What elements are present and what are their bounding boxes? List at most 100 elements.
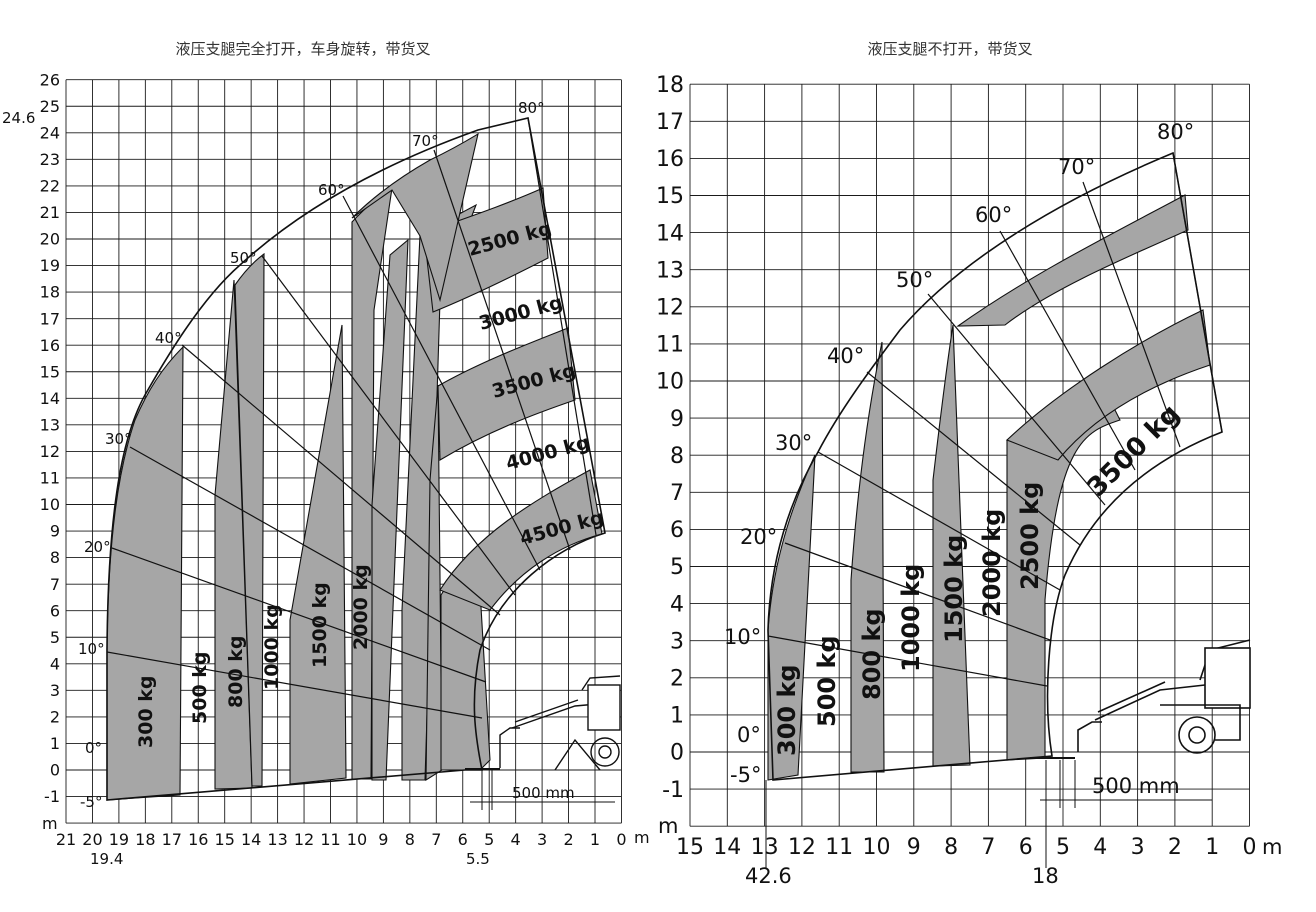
left-ray-10 (106, 651, 483, 719)
left-ray-50 (261, 255, 516, 596)
left-y-tick-label: 4 (50, 654, 60, 673)
left-y-tick-label: -1 (44, 787, 60, 806)
left-x-tick-label: 11 (320, 830, 340, 849)
left-y-tick-label: 2 (50, 708, 60, 727)
left-angle-30: 30° (105, 430, 132, 448)
right-zone-1500kg (932, 324, 971, 767)
left-ray-20 (111, 547, 487, 683)
left-y-tick-label: 11 (40, 469, 60, 488)
right-y-tick-label: 5 (670, 555, 684, 580)
right-angle-40: 40° (827, 344, 864, 368)
left-y-tick-label: 12 (40, 442, 60, 461)
right-angle-10: 10° (724, 625, 761, 649)
right-ray-50 (927, 293, 1106, 506)
right-min-reach: 18 (1032, 864, 1059, 888)
left-y-tick-label: 17 (40, 309, 60, 328)
left-x-tick-label: 17 (162, 830, 182, 849)
left-label-500kg: 500 kg (189, 651, 211, 724)
left-telehandler-icon (499, 675, 621, 771)
left-x-tick-label: 19 (109, 830, 129, 849)
left-y-tick-label: 26 (40, 70, 60, 89)
right-x-tick-label: 13 (751, 835, 779, 860)
left-x-tick-label: 9 (378, 830, 388, 849)
right-ray-40 (866, 371, 1081, 546)
left-y-tick-label: 23 (40, 150, 60, 169)
left-zone-1500kg (289, 324, 347, 785)
left-angle-40: 40° (155, 329, 182, 347)
right-label-2000kg: 2000 kg (978, 509, 1006, 617)
right-load-chart: 液压支腿不打开，带货叉 -101234567891011121314151617… (656, 40, 1282, 888)
left-angle-minus5: -5° (80, 793, 102, 811)
right-boom-rays (767, 152, 1223, 687)
left-angle-10: 10° (78, 640, 105, 658)
left-y-tick-label: 1 (50, 734, 60, 753)
left-label-2000kg: 2000 kg (350, 564, 372, 650)
left-y-tick-label: 18 (40, 283, 60, 302)
left-angle-50: 50° (230, 249, 257, 267)
right-label-1000kg: 1000 kg (897, 564, 925, 672)
right-y-tick-label: 0 (670, 741, 684, 766)
right-ray-70 (1082, 181, 1181, 448)
right-angle-30: 30° (775, 431, 812, 455)
right-label-300kg: 300 kg (773, 664, 801, 756)
right-y-tick-label: 1 (670, 704, 684, 729)
left-x-tick-label: 18 (135, 830, 155, 849)
left-y-tick-label: 9 (50, 522, 60, 541)
left-zone-a (425, 384, 443, 782)
left-y-tick-label: 15 (40, 362, 60, 381)
right-y-tick-label: 16 (656, 147, 684, 172)
left-angle-20: 20° (84, 538, 111, 556)
left-x-tick-label: 13 (267, 830, 287, 849)
left-label-4000kg: 4000 kg (504, 431, 593, 474)
left-y-tick-label: 5 (50, 628, 60, 647)
left-y-tick-label: 25 (40, 97, 60, 116)
left-y-tick-label: 16 (40, 336, 60, 355)
right-angle-60: 60° (975, 203, 1012, 227)
left-max-height: 24.6 (2, 109, 35, 127)
left-dimension: 500 mm (512, 784, 575, 802)
right-band-3500-top (1005, 309, 1211, 461)
left-y-tick-label: 7 (50, 575, 60, 594)
right-x-tick-label: 8 (944, 835, 958, 860)
right-label-500kg: 500 kg (813, 635, 841, 727)
right-y-unit: m (658, 814, 678, 838)
left-label-300kg: 300 kg (135, 675, 157, 748)
left-x-tick-label: 0 (616, 830, 626, 849)
left-band-3500 (437, 327, 576, 461)
left-x-tick-label: 10 (347, 830, 367, 849)
left-y-tick-label: 3 (50, 681, 60, 700)
left-y-tick-label: 10 (40, 495, 60, 514)
left-y-tick-label: 24 (40, 123, 60, 142)
right-shaded-zones (767, 194, 1211, 781)
left-y-tick-label: 14 (40, 389, 60, 408)
left-y-tick-label: 6 (50, 601, 60, 620)
left-y-tick-label: 20 (40, 230, 60, 249)
left-angle-80: 80° (518, 99, 545, 117)
right-y-tick-label: 9 (670, 407, 684, 432)
left-y-tick-label: 21 (40, 203, 60, 222)
left-ray-70 (433, 149, 571, 551)
left-x-tick-label: 3 (537, 830, 547, 849)
right-y-tick-label: 17 (656, 110, 684, 135)
right-x-tick-label: 5 (1056, 835, 1070, 860)
left-label-800kg: 800 kg (225, 635, 247, 708)
left-load-chart: 液压支腿完全打开，车身旋转，带货叉 -101234567891011121314… (2, 40, 650, 868)
right-y-tick-label: 7 (670, 481, 684, 506)
left-zone-1000kg (234, 252, 265, 787)
right-y-tick-label: 8 (670, 444, 684, 469)
left-x-tick-label: 12 (294, 830, 314, 849)
right-angle-0: 0° (737, 723, 761, 747)
left-angle-70: 70° (412, 132, 439, 150)
left-y-tick-label: 0 (50, 761, 60, 780)
right-angle-80: 80° (1157, 120, 1194, 144)
right-angle-50: 50° (896, 268, 933, 292)
right-x-tick-label: 6 (1019, 835, 1033, 860)
left-ray-40 (181, 344, 501, 616)
right-y-tick-label: 11 (656, 333, 684, 358)
right-dimension: 500 mm (1092, 774, 1180, 798)
right-angle-70: 70° (1058, 155, 1095, 179)
right-y-tick-label: 2 (670, 667, 684, 692)
right-x-tick-label: 0 (1243, 835, 1257, 860)
left-x-tick-label: 21 (56, 830, 76, 849)
right-max-reach: 42.6 (745, 864, 792, 888)
